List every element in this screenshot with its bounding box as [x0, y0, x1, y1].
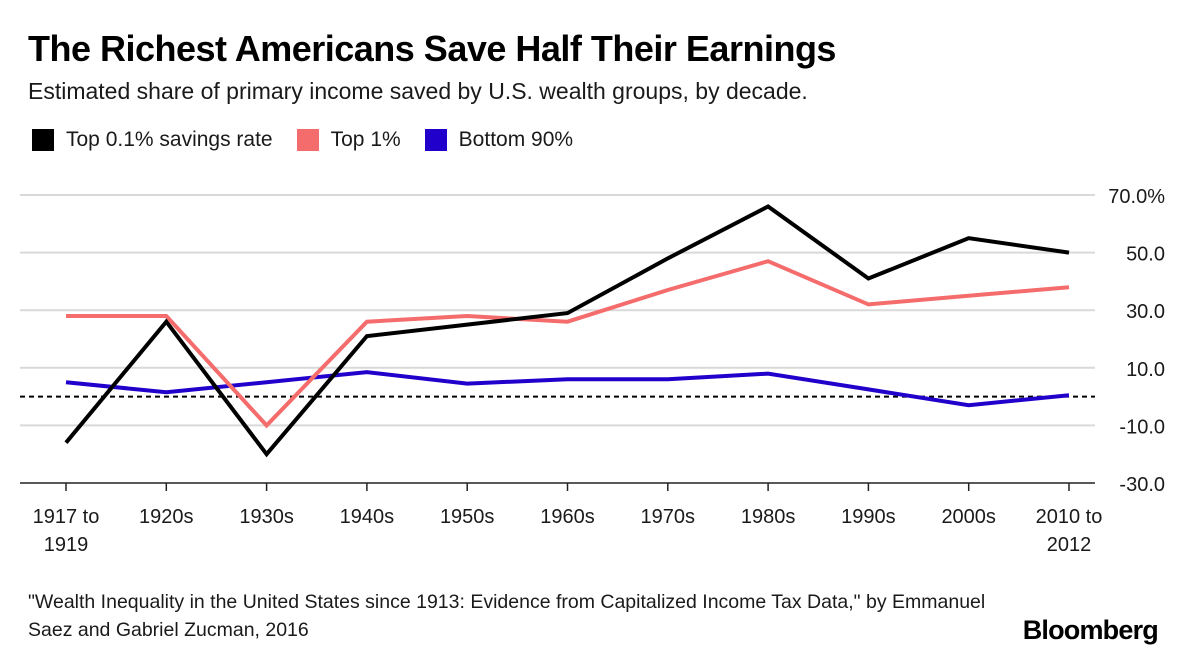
x-tick-label-line: 2010 to [1036, 506, 1103, 528]
x-tick-label: 2010 to 2012 [1036, 506, 1103, 556]
legend-item-top-01: Top 0.1% savings rate [32, 128, 273, 152]
x-tick-label-line: 1930s [239, 506, 294, 528]
x-tick-label: 1990s [841, 506, 896, 528]
legend-swatch-top-01 [32, 129, 54, 151]
x-tick-label-line: 1917 to [33, 506, 100, 528]
x-tick-label: 1940s [340, 506, 395, 528]
x-tick-label-line: 1980s [741, 506, 796, 528]
series-line-top-01 [64, 204, 1070, 458]
x-tick-label: 1980s [741, 506, 796, 528]
x-tick-label: 1960s [540, 506, 595, 528]
y-tick-label: 70.0% [1108, 186, 1165, 208]
legend: Top 0.1% savings rate Top 1% Bottom 90% [32, 128, 597, 152]
series-line-bottom-90 [65, 370, 1070, 408]
y-tick-label: -10.0 [1119, 416, 1165, 438]
legend-label-top-01: Top 0.1% savings rate [66, 128, 273, 151]
series-line-top-1 [66, 259, 1070, 429]
x-tick-label: 1970s [641, 506, 696, 528]
chart-subtitle: Estimated share of primary income saved … [28, 78, 808, 104]
x-tick-label-line: 1960s [540, 506, 595, 528]
chart-title: The Richest Americans Save Half Their Ea… [28, 28, 836, 69]
x-tick-label: 1920s [139, 506, 194, 528]
x-tick-label-line: 2000s [941, 506, 996, 528]
x-tick-label-line: 1940s [340, 506, 395, 528]
legend-swatch-top-1 [296, 129, 319, 151]
x-tick-label-line: 2012 [1047, 534, 1092, 556]
source-note: "Wealth Inequality in the United States … [28, 591, 986, 641]
x-tick-label: 1917 to 1919 [33, 506, 100, 556]
x-tick-label-line: 1970s [641, 506, 696, 528]
legend-item-top-1: Top 1% [296, 128, 401, 152]
bloomberg-logo: Bloomberg [1022, 615, 1159, 645]
legend-swatch-bottom-90 [424, 129, 447, 151]
x-tick-label-line: 1950s [440, 506, 495, 528]
x-tick-label: 1930s [239, 506, 294, 528]
x-tick-label-line: 1920s [139, 506, 194, 528]
y-tick-label: 50.0 [1126, 244, 1165, 266]
legend-item-bottom-90: Bottom 90% [424, 128, 574, 152]
y-tick-label: 10.0 [1126, 359, 1165, 381]
x-tick-label: 1950s [440, 506, 495, 528]
y-tick-label: 30.0 [1126, 301, 1165, 323]
y-tick-label: -30.0 [1119, 474, 1165, 496]
x-tick-label-line: 1990s [841, 506, 896, 528]
legend-label-top-1: Top 1% [330, 128, 401, 151]
x-tick-label: 2000s [941, 506, 996, 528]
x-tick-label-line: 1919 [44, 534, 89, 556]
legend-label-bottom-90: Bottom 90% [458, 128, 574, 151]
